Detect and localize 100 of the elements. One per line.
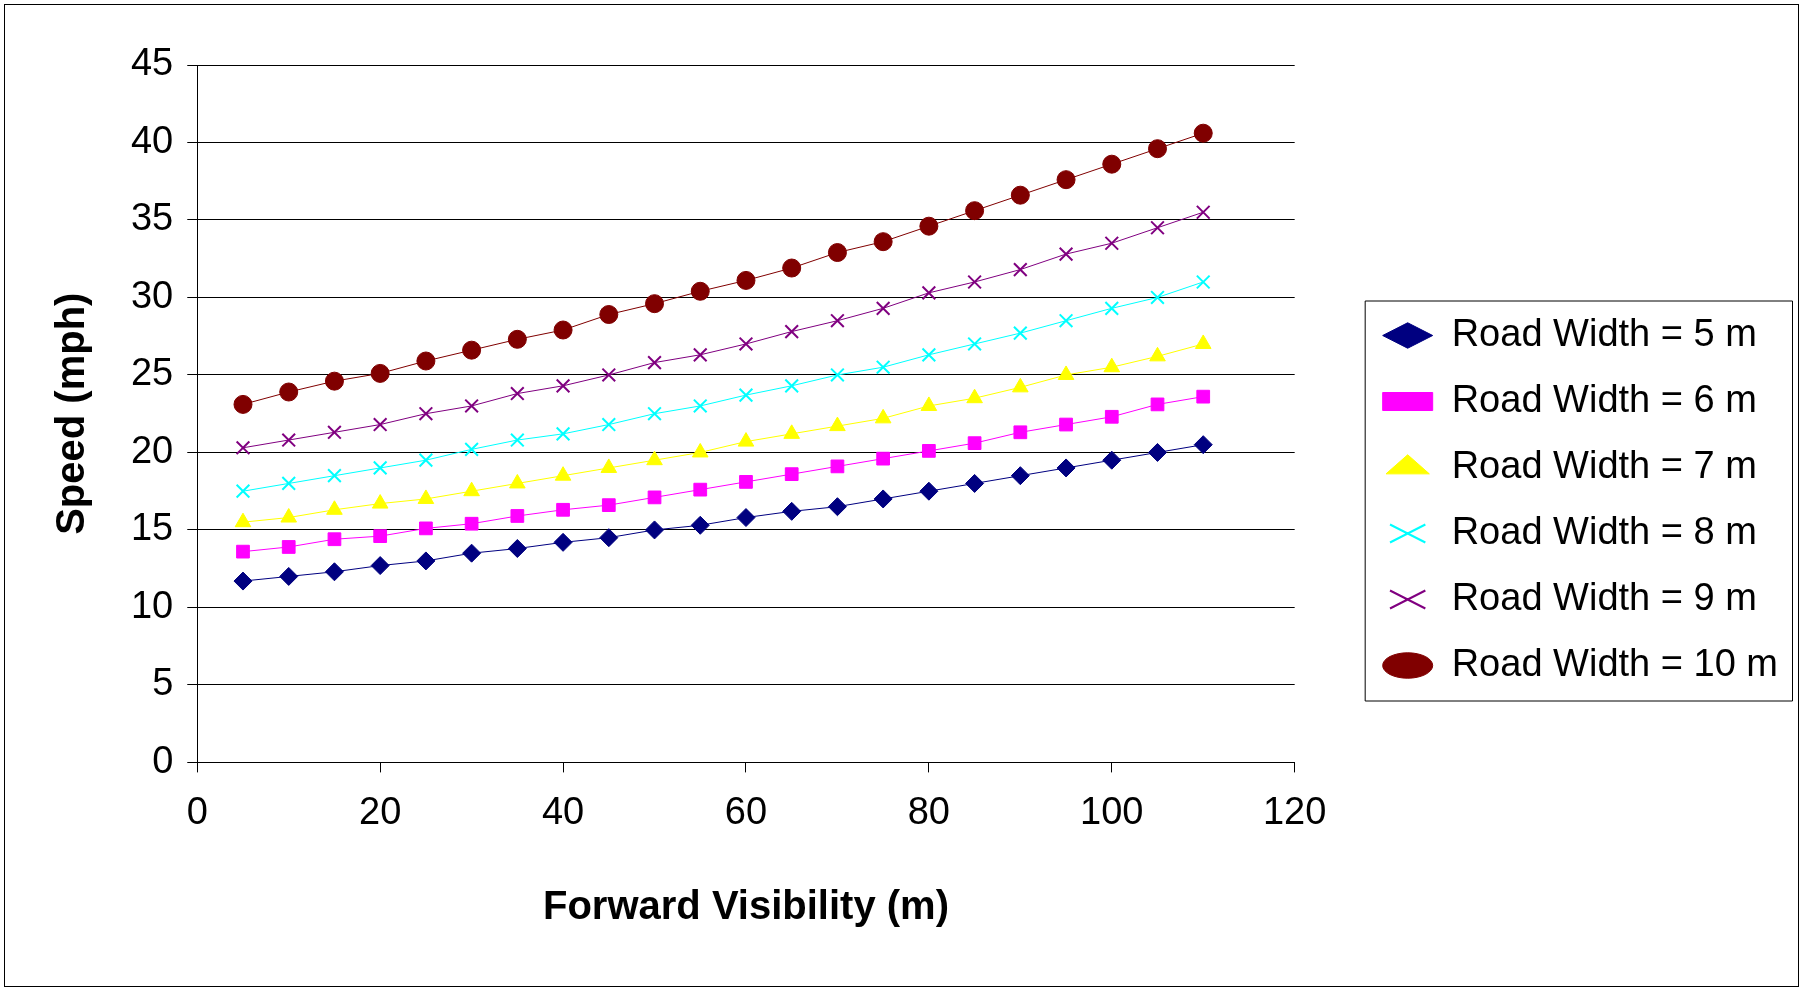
point (736, 270, 756, 290)
point (235, 440, 251, 456)
point (921, 285, 937, 301)
point (1195, 274, 1211, 290)
point (965, 473, 985, 493)
y-tick-label: 35 (130, 196, 174, 239)
point (510, 509, 525, 523)
point (599, 305, 619, 325)
point (280, 508, 298, 523)
point (556, 502, 570, 517)
point (1058, 313, 1074, 329)
point (1193, 435, 1213, 455)
point (509, 432, 525, 448)
point (919, 481, 939, 501)
y-tick-label: 15 (130, 506, 174, 549)
x-tick-label: 60 (724, 789, 768, 832)
point (1150, 290, 1165, 305)
legend-label: Road Width = 8 m (1451, 509, 1757, 552)
point (875, 359, 891, 375)
point (279, 382, 299, 402)
point (967, 336, 982, 352)
point (416, 351, 436, 371)
y-tick-label: 5 (152, 661, 174, 704)
point (690, 515, 710, 535)
point (601, 367, 617, 383)
point (370, 363, 390, 383)
point (873, 232, 893, 252)
point (690, 281, 710, 301)
point (233, 571, 253, 591)
point (876, 451, 891, 466)
point (692, 398, 708, 414)
point (327, 468, 342, 484)
point (416, 551, 436, 571)
point (1148, 139, 1167, 159)
point (1056, 458, 1076, 478)
point (830, 367, 845, 383)
point (922, 444, 936, 458)
point (782, 258, 802, 278)
legend-label: Road Width = 7 m (1451, 443, 1757, 486)
point (462, 543, 482, 563)
point (827, 243, 847, 263)
point (739, 475, 753, 489)
point (281, 432, 297, 448)
point (462, 340, 482, 360)
point (370, 556, 390, 576)
point (1150, 397, 1165, 412)
x-tick-label: 20 (359, 789, 402, 832)
point (372, 417, 388, 432)
y-axis-title: Speed (mph) (48, 292, 93, 535)
point (281, 476, 297, 491)
point (1012, 325, 1028, 341)
point (647, 490, 662, 505)
point (692, 347, 708, 363)
point (1012, 262, 1028, 277)
point (645, 520, 665, 540)
x-tick-label: 120 (1262, 789, 1327, 832)
point (1056, 170, 1076, 190)
point (1010, 185, 1030, 205)
point (419, 521, 433, 536)
point (967, 274, 982, 290)
point (418, 452, 434, 468)
point (1150, 220, 1165, 236)
legend-label: Road Width = 6 m (1451, 377, 1757, 420)
point (373, 529, 388, 543)
point (1102, 450, 1122, 470)
point (830, 459, 845, 474)
point (1148, 442, 1167, 462)
point (1058, 246, 1074, 262)
point (967, 436, 982, 451)
point (921, 347, 937, 363)
point (1195, 204, 1211, 220)
point (784, 467, 799, 482)
point (1193, 123, 1213, 143)
point (509, 386, 525, 401)
point (553, 532, 573, 552)
point (464, 441, 479, 457)
point (738, 387, 754, 403)
point (738, 336, 754, 352)
point (645, 294, 665, 314)
point (1104, 235, 1120, 251)
point (327, 532, 342, 547)
point (601, 498, 616, 512)
point (418, 406, 434, 422)
point (782, 501, 802, 521)
y-tick-label: 40 (130, 118, 174, 161)
point (327, 424, 342, 440)
point (827, 497, 847, 517)
point (281, 540, 296, 554)
legend-label: Road Width = 10 m (1451, 641, 1779, 684)
legend-label: Road Width = 5 m (1451, 311, 1757, 354)
point (784, 378, 800, 394)
point (965, 201, 985, 221)
point (233, 394, 253, 414)
y-tick-label: 20 (130, 428, 174, 471)
point (236, 544, 250, 559)
point (372, 460, 388, 476)
y-tick-label: 10 (130, 583, 174, 626)
point (736, 508, 756, 528)
point (324, 562, 344, 582)
point (1196, 389, 1211, 404)
